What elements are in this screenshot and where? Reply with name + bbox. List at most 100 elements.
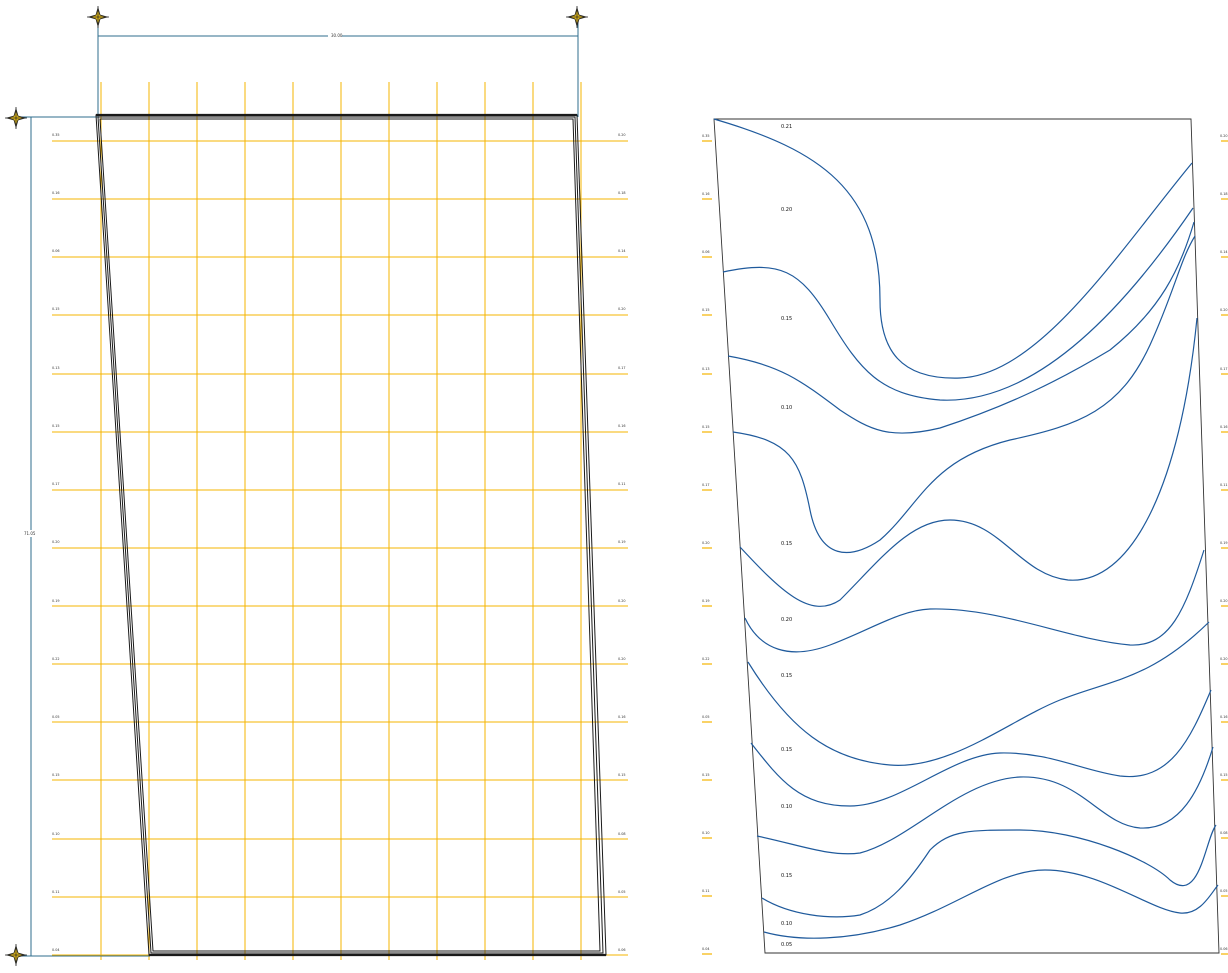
- contour-map-boundary: [713, 118, 1220, 954]
- left-elevation-label: 0.13: [52, 366, 60, 370]
- plot-boundary: [95, 113, 607, 957]
- grid-plan-panel: 0.35 0.16 0.06 0.15 0.13 0.15 0.17 0.20 …: [5, 6, 628, 966]
- panel-elevation-label: 0.06: [702, 250, 710, 254]
- contour-label: 0.10: [781, 921, 792, 927]
- width-dimension: 30.00: [97, 22, 579, 117]
- left-elevation-label: 0.19: [52, 599, 60, 603]
- left-elevation-label: 0.20: [52, 540, 60, 544]
- right-elevation-label: 0.18: [618, 191, 626, 195]
- right-elevation-labels: 0.20 0.18 0.14 0.20 0.17 0.16 0.11 0.19 …: [618, 133, 626, 952]
- panel-elevation-label: 0.35: [702, 134, 710, 138]
- panel-right-elevation-label: 0.20: [1220, 134, 1228, 138]
- panel-elevation-label: 0.04: [702, 947, 710, 951]
- crosshair-marker-icon: [87, 6, 109, 28]
- horizontal-grid-lines: [52, 140, 628, 956]
- left-elevation-label: 0.16: [52, 191, 60, 195]
- left-elevation-label: 0.15: [52, 307, 60, 311]
- panel-elevation-label: 0.16: [702, 192, 710, 196]
- contour-label: 0.15: [781, 541, 792, 547]
- contour-line: [763, 869, 1219, 939]
- contour-line: [739, 317, 1198, 607]
- panel-elevation-label: 0.13: [702, 367, 710, 371]
- left-elevation-label: 0.10: [52, 832, 60, 836]
- contour-line: [732, 235, 1196, 554]
- right-elevation-label: 0.08: [618, 832, 626, 836]
- contour-line: [756, 746, 1214, 855]
- left-elevation-label: 0.06: [52, 249, 60, 253]
- left-elevation-label: 0.35: [52, 133, 60, 137]
- boundary-outline-outer: [95, 114, 607, 956]
- contour-line: [761, 824, 1217, 918]
- right-elevation-label: 0.20: [618, 133, 626, 137]
- contour-label: 0.10: [781, 804, 792, 810]
- left-elevation-label: 0.15: [52, 424, 60, 428]
- contour-label: 0.15: [781, 747, 792, 753]
- right-elevation-label: 0.16: [618, 715, 626, 719]
- contour-line: [750, 689, 1212, 807]
- contour-label: 0.05: [781, 942, 792, 948]
- panel-elevation-label: 0.20: [702, 541, 710, 545]
- right-elevation-label: 0.15: [618, 773, 626, 777]
- contour-label: 0.15: [781, 873, 792, 879]
- right-elevation-label: 0.17: [618, 366, 626, 370]
- panel-elevation-label: 0.15: [702, 308, 710, 312]
- contour-label: 0.15: [781, 673, 792, 679]
- panel-right-elevation-label: 0.11: [1220, 483, 1228, 487]
- left-elevation-label: 0.05: [52, 715, 60, 719]
- contour-label: 0.21: [781, 124, 792, 130]
- left-elevation-label: 0.04: [52, 948, 60, 952]
- right-elevation-label: 0.06: [618, 948, 626, 952]
- width-dimension-label: 30.00: [331, 33, 343, 38]
- right-elevation-label: 0.20: [618, 599, 626, 603]
- contour-label: 0.15: [781, 316, 792, 322]
- panel-elevation-label: 0.11: [702, 889, 710, 893]
- panel-right-elevation-label: 0.17: [1220, 367, 1228, 371]
- panel-right-elevation-label: 0.06: [1220, 947, 1228, 951]
- contour-line: [744, 549, 1205, 653]
- right-elevation-label: 0.20: [618, 657, 626, 661]
- crosshair-marker-icon: [5, 107, 27, 129]
- contour-line: [727, 221, 1195, 434]
- left-elevation-label: 0.17: [52, 482, 60, 486]
- width-label-background: [328, 32, 342, 39]
- left-elevation-label: 0.11: [52, 890, 60, 894]
- height-dimension: 71.05: [16, 116, 150, 957]
- right-elevation-label: 0.19: [618, 540, 626, 544]
- contour-label: 0.20: [781, 617, 792, 623]
- contour-map-panel: 0.35 0.16 0.06 0.15 0.13 0.15 0.17 0.20 …: [702, 118, 1228, 955]
- panel-left-ticks: 0.35 0.16 0.06 0.15 0.13 0.15 0.17 0.20 …: [702, 134, 712, 955]
- contour-labels: 0.21 0.20 0.15 0.10 0.15 0.20 0.15 0.15 …: [781, 124, 792, 948]
- panel-right-elevation-label: 0.19: [1220, 541, 1228, 545]
- panel-right-elevation-label: 0.16: [1220, 425, 1228, 429]
- left-elevation-label: 0.22: [52, 657, 60, 661]
- height-label-background: [24, 530, 38, 537]
- panel-right-elevation-label: 0.05: [1220, 889, 1228, 893]
- right-elevation-label: 0.05: [618, 890, 626, 894]
- left-elevation-label: 0.15: [52, 773, 60, 777]
- right-elevation-label: 0.11: [618, 482, 626, 486]
- corner-markers: [5, 6, 588, 966]
- boundary-outline-middle: [97, 116, 604, 954]
- panel-elevation-label: 0.10: [702, 831, 710, 835]
- panel-right-elevation-label: 0.20: [1220, 599, 1228, 603]
- panel-elevation-label: 0.15: [702, 425, 710, 429]
- crosshair-marker-icon: [5, 944, 27, 966]
- panel-right-elevation-label: 0.20: [1220, 657, 1228, 661]
- panel-right-elevation-label: 0.20: [1220, 308, 1228, 312]
- contour-line: [713, 118, 1193, 379]
- panel-elevation-label: 0.05: [702, 715, 710, 719]
- panel-right-elevation-label: 0.15: [1220, 773, 1228, 777]
- height-dimension-label: 71.05: [24, 531, 36, 536]
- contour-lines: [713, 118, 1219, 939]
- panel-right-elevation-label: 0.18: [1220, 192, 1228, 196]
- contour-line: [747, 621, 1210, 766]
- contour-label: 0.20: [781, 207, 792, 213]
- contour-label: 0.10: [781, 405, 792, 411]
- panel-elevation-label: 0.19: [702, 599, 710, 603]
- crosshair-marker-icon: [566, 6, 588, 28]
- panel-elevation-label: 0.15: [702, 773, 710, 777]
- panel-right-elevation-label: 0.14: [1220, 250, 1228, 254]
- panel-right-elevation-label: 0.08: [1220, 831, 1228, 835]
